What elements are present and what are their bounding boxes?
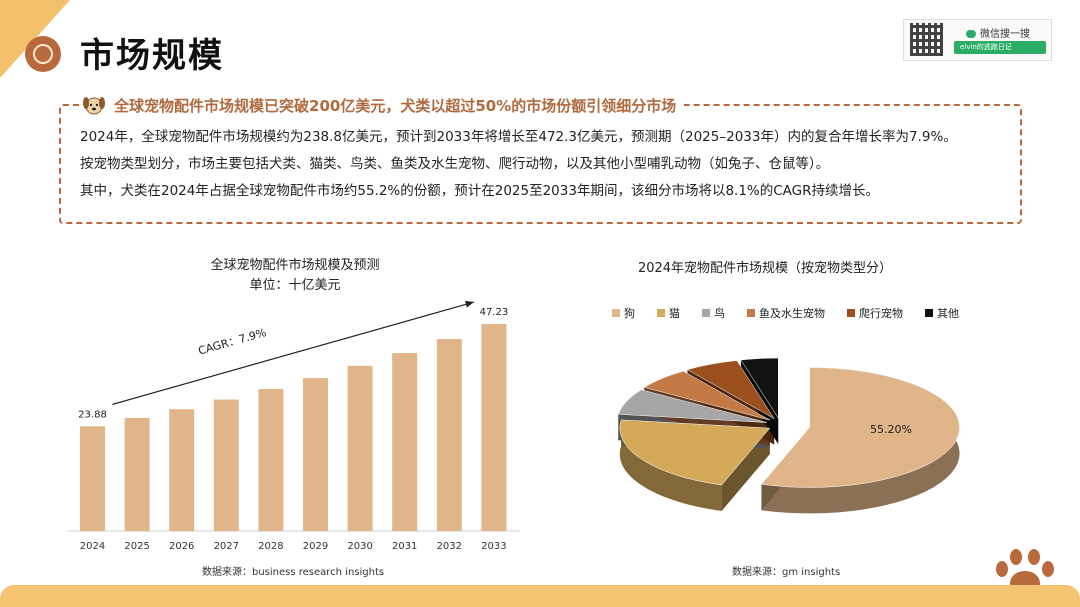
legend-label: 其他: [937, 307, 959, 320]
bar: [213, 399, 239, 531]
bar: [80, 426, 105, 531]
x-tick-label: 2031: [392, 541, 417, 552]
x-tick-label: 2024: [80, 541, 105, 552]
pie-chart: 55.20%: [617, 357, 960, 514]
data-label: 47.23: [480, 307, 509, 318]
summary-line: 按宠物类型划分，市场主要包括犬类、猫类、鸟类、鱼类及水生宠物、爬行动物，以及其他…: [80, 156, 830, 172]
legend-label: 鱼及水生宠物: [759, 306, 825, 320]
bar: [481, 324, 507, 531]
bottom-bar: [0, 585, 1080, 607]
bar-chart: 2024 23.88 2025 2026 2027 2028 2029 2030 2031 203…: [68, 300, 520, 552]
cagr-arrow: [112, 301, 475, 405]
summary-line: 其中，犬类在2024年占据全球宠物配件市场约55.2%的份额，预计在2025至2…: [80, 183, 880, 199]
x-tick-label: 2026: [169, 541, 194, 552]
legend-label: 鸟: [714, 306, 725, 320]
x-tick-label: 2028: [258, 541, 283, 552]
summary-line: 2024年，全球宠物配件市场规模约为238.8亿美元，预计到2033年将增长至4…: [80, 129, 957, 145]
pie-slice: [740, 357, 779, 419]
bar-chart-title: 全球宠物配件市场规模及预测 单位：十亿美元: [150, 256, 440, 296]
wechat-search-chip[interactable]: elvin的逃跑日记: [954, 41, 1046, 54]
pie-chart-title: 2024年宠物配件市场规模（按宠物类型分）: [637, 261, 893, 276]
x-tick-label: 2030: [347, 541, 372, 552]
pie-slice: [643, 370, 771, 421]
qr-code-icon: [910, 23, 943, 56]
x-tick-label: 2033: [481, 541, 506, 552]
bar: [124, 417, 150, 531]
legend-swatch: [612, 309, 620, 317]
pie-slice: [619, 419, 771, 486]
bar: [392, 353, 418, 531]
pie-slice: [686, 360, 775, 419]
headline-text: 全球宠物配件市场规模已突破200亿美元，犬类以超过50%的市场份额引领细分市场: [114, 96, 677, 115]
bar: [303, 378, 328, 531]
bar: [347, 365, 373, 531]
cagr-arrowhead: [464, 300, 474, 308]
summary-headline: 全球宠物配件市场规模已突破200亿美元，犬类以超过50%的市场份额引领细分市场: [80, 94, 685, 116]
x-tick-label: 2032: [437, 541, 462, 552]
legend-swatch: [747, 309, 755, 317]
bar-chart-subtitle: 单位：十亿美元: [249, 278, 341, 293]
bar: [258, 389, 284, 531]
legend-label: 狗: [624, 307, 635, 320]
legend-swatch: [847, 309, 855, 317]
page-title: 市场规模: [80, 36, 224, 76]
pie-chart-source: 数据来源：gm insights: [732, 567, 841, 578]
bar-chart-source: 数据来源：business research insights: [202, 567, 385, 578]
wechat-search-card[interactable]: 微信搜一搜 elvin的逃跑日记: [903, 19, 1052, 61]
bar: [436, 339, 462, 531]
wechat-label: 微信搜一搜: [966, 25, 1030, 40]
legend-label: 爬行宠物: [859, 306, 903, 320]
dog-icon: [83, 97, 105, 115]
legend-label: 猫: [669, 307, 680, 320]
legend-swatch: [702, 309, 710, 317]
pie-legend: 狗 猫 鸟 鱼及水生宠物 爬行宠物 其他: [612, 306, 959, 320]
bar: [169, 409, 195, 531]
legend-swatch: [925, 309, 933, 317]
bar-chart-title-text: 全球宠物配件市场规模及预测: [210, 258, 380, 273]
data-label: 23.88: [78, 409, 107, 420]
pie-data-label: 55.20%: [870, 423, 912, 436]
summary-body: 2024年，全球宠物配件市场规模约为238.8亿美元，预计到2033年将增长至4…: [80, 124, 1015, 205]
legend-swatch: [657, 309, 665, 317]
x-tick-label: 2025: [124, 541, 149, 552]
title-circle-icon: [25, 36, 61, 72]
x-tick-label: 2029: [303, 541, 328, 552]
pie-slice: [760, 367, 960, 488]
x-tick-label: 2027: [214, 541, 239, 552]
pie-slice: [617, 389, 767, 423]
cagr-annotation: CAGR：7.9%: [197, 326, 268, 358]
